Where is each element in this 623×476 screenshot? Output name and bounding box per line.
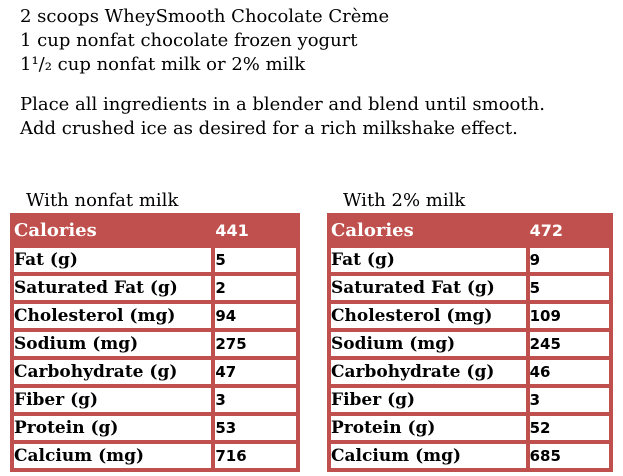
table-row: Sodium (mg) 245 (327, 328, 614, 360)
header-nutrient-label: Calories (327, 213, 530, 248)
table-title-2pct-milk: With 2% milk (343, 190, 466, 211)
table-row: Fat (g) 9 (327, 244, 614, 276)
header-nutrient-value: 441 (211, 213, 300, 248)
nutrient-value: 46 (525, 356, 614, 388)
table-row: Protein (g) 52 (327, 412, 614, 444)
nutrient-value: 3 (525, 384, 614, 416)
table-row: Carbohydrate (g) 47 (9, 356, 300, 388)
nutrition-table-2pct-milk: Calories 472 Fat (g) 9 Saturated Fat (g)… (327, 213, 614, 472)
nutrient-label: Saturated Fat (g) (327, 272, 530, 304)
nutrient-label: Sodium (mg) (327, 328, 530, 360)
nutrient-value: 109 (525, 300, 614, 332)
nutrient-label: Fiber (g) (9, 384, 216, 416)
nutrient-value: 9 (525, 244, 614, 276)
header-nutrient-value: 472 (525, 213, 614, 248)
nutrient-label: Calcium (mg) (327, 440, 530, 472)
nutrient-value: 53 (211, 412, 300, 444)
ingredients-list: 2 scoops WheySmooth Chocolate Crème 1 cu… (20, 5, 389, 77)
table-row: Calcium (mg) 716 (9, 440, 300, 472)
table-row: Sodium (mg) 275 (9, 328, 300, 360)
nutrient-label: Cholesterol (mg) (327, 300, 530, 332)
nutrient-label: Protein (g) (9, 412, 216, 444)
table-header-row: Calories 441 (9, 213, 300, 248)
nutrient-value: 685 (525, 440, 614, 472)
nutrient-value: 3 (211, 384, 300, 416)
ingredient-line: 2 scoops WheySmooth Chocolate Crème (20, 6, 390, 27)
nutrient-value: 47 (211, 356, 300, 388)
nutrient-value: 5 (525, 272, 614, 304)
nutrient-value: 2 (211, 272, 300, 304)
table-row: Calcium (mg) 685 (327, 440, 614, 472)
nutrient-label: Cholesterol (mg) (9, 300, 216, 332)
nutrition-section-2pct-milk: With 2% milk Calories 472 Fat (g) 9 Satu… (327, 190, 614, 472)
nutrition-table-nonfat-milk: Calories 441 Fat (g) 5 Saturated Fat (g)… (9, 213, 300, 472)
nutrient-label: Sodium (mg) (9, 328, 216, 360)
ingredient-line: 1¹/₂ cup nonfat milk or 2% milk (20, 54, 306, 75)
nutrient-label: Fiber (g) (327, 384, 530, 416)
table-row: Fiber (g) 3 (9, 384, 300, 416)
nutrient-value: 275 (211, 328, 300, 360)
nutrient-value: 245 (525, 328, 614, 360)
nutrient-label: Fat (g) (327, 244, 530, 276)
nutrient-value: 94 (211, 300, 300, 332)
instruction-line: Add crushed ice as desired for a rich mi… (20, 118, 518, 139)
table-row: Protein (g) 53 (9, 412, 300, 444)
table-title-nonfat-milk: With nonfat milk (26, 190, 179, 211)
nutrient-value: 52 (525, 412, 614, 444)
table-row: Carbohydrate (g) 46 (327, 356, 614, 388)
table-row: Cholesterol (mg) 109 (327, 300, 614, 332)
nutrient-label: Carbohydrate (g) (327, 356, 530, 388)
table-row: Saturated Fat (g) 2 (9, 272, 300, 304)
table-row: Cholesterol (mg) 94 (9, 300, 300, 332)
nutrient-label: Carbohydrate (g) (9, 356, 216, 388)
table-row: Fat (g) 5 (9, 244, 300, 276)
nutrient-label: Protein (g) (327, 412, 530, 444)
nutrient-value: 716 (211, 440, 300, 472)
header-nutrient-label: Calories (9, 213, 216, 248)
instructions-text: Place all ingredients in a blender and b… (20, 93, 545, 141)
ingredient-line: 1 cup nonfat chocolate frozen yogurt (20, 30, 358, 51)
table-row: Fiber (g) 3 (327, 384, 614, 416)
nutrition-section-nonfat-milk: With nonfat milk Calories 441 Fat (g) 5 … (9, 190, 300, 472)
nutrient-value: 5 (211, 244, 300, 276)
nutrient-label: Saturated Fat (g) (9, 272, 216, 304)
instruction-line: Place all ingredients in a blender and b… (20, 94, 545, 115)
table-header-row: Calories 472 (327, 213, 614, 248)
table-row: Saturated Fat (g) 5 (327, 272, 614, 304)
nutrient-label: Fat (g) (9, 244, 216, 276)
nutrient-label: Calcium (mg) (9, 440, 216, 472)
